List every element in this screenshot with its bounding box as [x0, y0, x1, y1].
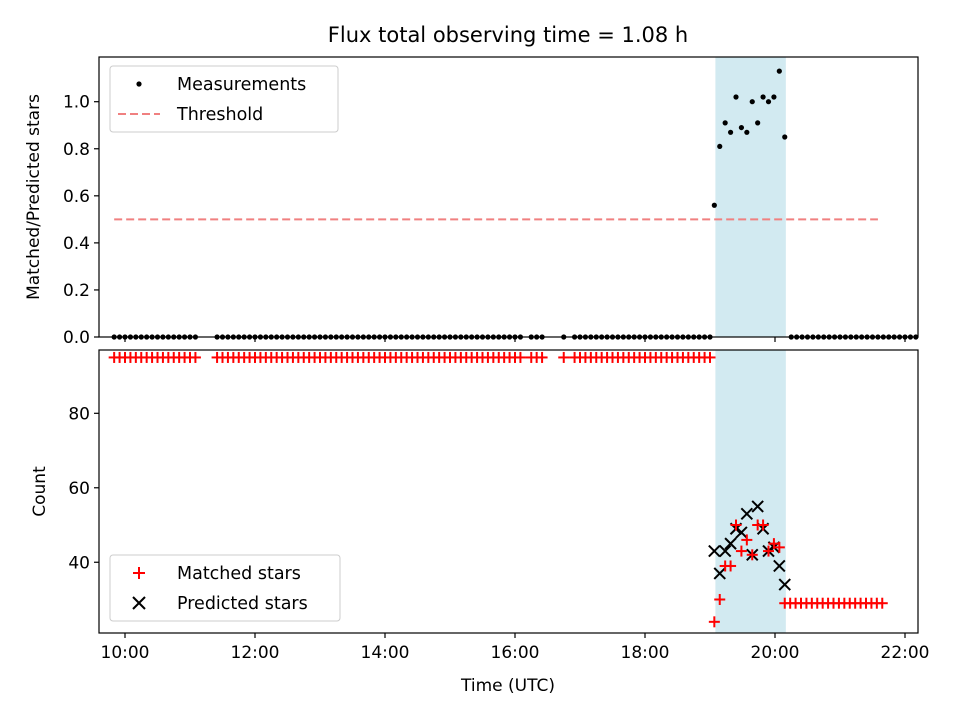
- matched-star-point: [189, 351, 201, 363]
- x-tick-label: 22:00: [881, 643, 930, 663]
- top-panel: 0.0 0.2 0.4 0.6 0.8 1.0 Matched/Predicted sta…: [24, 56, 919, 348]
- chart-title: Flux total observing time = 1.08 h: [328, 23, 688, 47]
- x-tick-label: 14:00: [361, 643, 410, 663]
- predicted-star-point: [718, 544, 732, 558]
- y-tick-label: 80: [68, 404, 90, 424]
- measurement-point: [760, 94, 766, 100]
- matched-star-point: [773, 541, 785, 553]
- bottom-legend-box: [109, 554, 341, 622]
- bottom-axes-frame: [98, 349, 919, 634]
- predicted-star-point: [713, 567, 726, 580]
- x-tick-label: 12:00: [231, 643, 280, 663]
- x-b: [713, 567, 726, 580]
- matched-star-point: [704, 351, 716, 363]
- bottom-y-axis-label: Count: [30, 466, 50, 517]
- top-marks: [111, 68, 919, 340]
- matched-star-point: [514, 351, 526, 363]
- legend-predicted-label: Predicted stars: [177, 594, 308, 614]
- measurement-point: [776, 68, 782, 74]
- measurement-point: [711, 202, 717, 208]
- x-axis-label: Time (UTC): [460, 676, 555, 696]
- x-tick-label: 16:00: [491, 643, 540, 663]
- measurement-point: [727, 129, 734, 135]
- x-b: [778, 578, 791, 591]
- measurement-point: [749, 99, 755, 105]
- matched-star-point: [757, 519, 769, 531]
- matched-star-point: [779, 597, 791, 609]
- matched-star-point: [714, 593, 726, 605]
- predicted-star-point: [740, 507, 754, 521]
- top-axes-frame: [98, 56, 919, 338]
- top-y-ticks: 0.0 0.2 0.4 0.6 0.8 1.0: [63, 93, 99, 348]
- predicted-star-point: [751, 500, 764, 513]
- predicted-star-point: [735, 526, 748, 539]
- matched-star-point: [735, 545, 747, 557]
- x-b: [740, 507, 754, 521]
- x-b: [724, 537, 737, 550]
- matched-star-point: [876, 597, 888, 609]
- x-b: [773, 559, 786, 573]
- top-x-ticks: [124, 337, 906, 342]
- x-b: [718, 544, 732, 558]
- measurement-point: [755, 120, 761, 126]
- measurement-point: [744, 129, 750, 135]
- x-b: [708, 544, 721, 558]
- matched-star-point: [746, 549, 758, 561]
- x-tick-label: 20:00: [751, 643, 800, 663]
- bottom-x-ticks: 10:00 12:00 14:00 16:00 18:00 20:00 22:00: [101, 633, 930, 663]
- measurement-point: [733, 94, 739, 100]
- bottom-y-ticks: 40 60 80: [68, 404, 99, 573]
- matched-star-point: [725, 560, 737, 572]
- x-b: [735, 526, 748, 539]
- legend-measurements-label: Measurements: [177, 75, 306, 95]
- legend-threshold-label: Threshold: [176, 105, 263, 125]
- measurement-point: [771, 94, 777, 100]
- x-tick-label: 18:00: [621, 643, 670, 663]
- y-tick-label: 60: [68, 479, 90, 499]
- observing-window-shade-bottom: [715, 350, 786, 633]
- legend-matched-marker: [133, 567, 145, 579]
- predicted-star-point: [773, 559, 786, 573]
- measurement-point: [722, 120, 728, 126]
- matched-star-point: [730, 519, 742, 531]
- measurement-point: [765, 99, 772, 105]
- legend-measurements-marker: [136, 81, 142, 87]
- matched-star-point: [558, 351, 570, 363]
- y-tick-label: 0.8: [63, 140, 90, 160]
- y-tick-label: 0.4: [63, 234, 90, 254]
- top-y-axis-label: Matched/Predicted stars: [24, 94, 44, 300]
- matched-star-point: [763, 545, 774, 557]
- matched-star-point: [708, 616, 720, 628]
- x-b: [751, 500, 764, 513]
- y-tick-label: 40: [68, 553, 90, 573]
- measurement-point: [738, 124, 745, 131]
- predicted-star-point: [778, 578, 791, 591]
- bottom-legend: Matched stars Predicted stars: [109, 554, 341, 622]
- bottom-marks: [108, 351, 888, 628]
- measurement-point: [782, 134, 788, 140]
- legend-matched-label: Matched stars: [177, 564, 301, 584]
- top-legend: Measurements Threshold: [109, 65, 339, 133]
- top-legend-box: [109, 65, 339, 133]
- measurement-point: [717, 143, 723, 150]
- matched-star-point: [741, 534, 753, 546]
- predicted-star-point: [724, 537, 737, 550]
- y-tick-label: 0.0: [63, 328, 90, 348]
- bottom-panel: 40 60 80 10:00 12:00 14:00 16:00 18:00 20:00 22:…: [30, 349, 930, 696]
- y-tick-label: 0.2: [63, 281, 90, 301]
- y-tick-label: 0.6: [63, 187, 90, 207]
- y-tick-label: 1.0: [63, 93, 90, 113]
- x-tick-label: 10:00: [101, 643, 150, 663]
- matched-star-point: [536, 351, 548, 363]
- predicted-star-point: [708, 544, 721, 558]
- legend-predicted-marker: [132, 596, 146, 610]
